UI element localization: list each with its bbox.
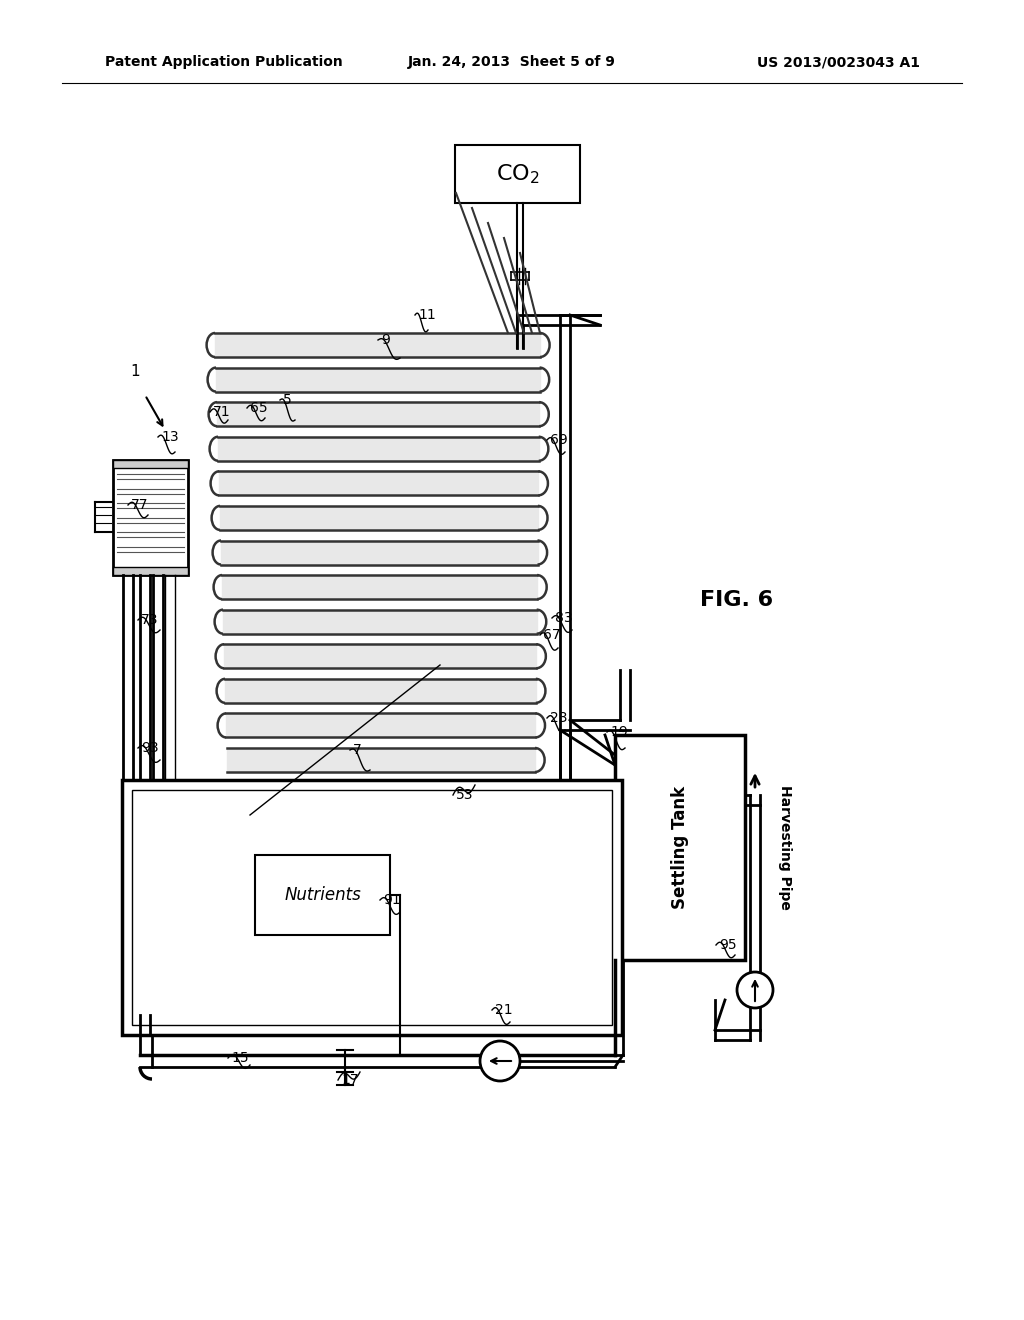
- Text: 5: 5: [283, 393, 292, 407]
- Text: 11: 11: [418, 308, 436, 322]
- Bar: [615, 735, 745, 960]
- Bar: [113, 459, 188, 576]
- Text: 9: 9: [381, 333, 390, 347]
- Text: FIG. 6: FIG. 6: [700, 590, 773, 610]
- Text: 23: 23: [550, 711, 567, 725]
- Text: 13: 13: [161, 430, 178, 444]
- Text: 69: 69: [550, 433, 567, 447]
- Text: 7: 7: [353, 743, 361, 756]
- Circle shape: [480, 1041, 520, 1081]
- Text: Jan. 24, 2013  Sheet 5 of 9: Jan. 24, 2013 Sheet 5 of 9: [408, 55, 616, 69]
- Text: 71: 71: [213, 405, 230, 418]
- Bar: [455, 145, 580, 203]
- Bar: [113, 459, 188, 469]
- Bar: [113, 568, 188, 576]
- Text: 15: 15: [231, 1051, 249, 1065]
- Text: Harvesting Pipe: Harvesting Pipe: [778, 785, 792, 909]
- Text: 67: 67: [543, 628, 560, 642]
- Text: 17: 17: [341, 1073, 358, 1086]
- Text: 91: 91: [383, 894, 400, 907]
- Circle shape: [737, 972, 773, 1008]
- Text: 77: 77: [131, 498, 148, 512]
- Text: 73: 73: [141, 612, 159, 627]
- Bar: [255, 855, 390, 935]
- Text: 65: 65: [250, 401, 267, 414]
- Text: 19: 19: [610, 725, 628, 739]
- Text: 83: 83: [555, 611, 572, 624]
- Text: 93: 93: [141, 741, 159, 755]
- Text: 1: 1: [130, 364, 139, 380]
- Text: US 2013/0023043 A1: US 2013/0023043 A1: [757, 55, 920, 69]
- Text: Settling Tank: Settling Tank: [671, 785, 689, 909]
- Text: Patent Application Publication: Patent Application Publication: [105, 55, 343, 69]
- Text: 95: 95: [719, 939, 736, 952]
- Text: 53: 53: [456, 788, 473, 803]
- Bar: [122, 780, 622, 1035]
- Text: Nutrients: Nutrients: [284, 886, 360, 904]
- Text: 21: 21: [495, 1003, 513, 1016]
- Text: CO$_2$: CO$_2$: [496, 162, 540, 186]
- Bar: [132, 789, 612, 1026]
